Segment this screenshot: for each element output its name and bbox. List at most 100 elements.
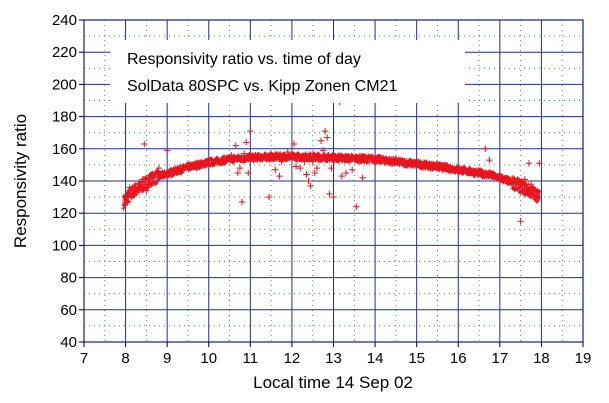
data-point <box>139 176 146 183</box>
x-tick-label: 17 <box>491 350 508 367</box>
y-axis-ticks: 40 60 80 100 120 140 160 180 200 220 240 <box>52 12 84 351</box>
y-tick-label: 180 <box>52 109 77 126</box>
data-point <box>311 169 318 177</box>
data-point <box>359 174 366 181</box>
data-point <box>242 139 250 146</box>
data-point <box>482 145 489 152</box>
x-tick-label: 9 <box>163 350 171 367</box>
data-point <box>236 164 244 172</box>
y-axis-label: Responsivity ratio <box>11 114 30 248</box>
y-tick-label: 100 <box>52 237 77 254</box>
x-tick-label: 13 <box>325 350 342 367</box>
data-point <box>313 164 321 172</box>
data-point <box>292 163 300 170</box>
data-point <box>536 160 543 167</box>
data-point <box>527 181 535 188</box>
data-point <box>307 182 314 190</box>
x-tick-label: 12 <box>284 350 301 367</box>
x-axis-label: Local time 14 Sep 02 <box>253 373 413 392</box>
data-point <box>365 160 371 165</box>
y-tick-label: 220 <box>52 44 77 61</box>
x-tick-label: 7 <box>80 350 88 367</box>
data-point <box>134 189 142 196</box>
data-point <box>126 184 133 191</box>
data-point <box>517 218 524 225</box>
data-point <box>155 164 163 172</box>
data-point <box>521 176 528 183</box>
data-point <box>519 187 526 194</box>
data-point <box>290 140 298 148</box>
data-point <box>536 197 541 203</box>
x-tick-label: 15 <box>408 350 425 367</box>
x-tick-label: 14 <box>367 350 384 367</box>
data-point <box>153 179 159 185</box>
data-point <box>486 156 493 164</box>
data-point <box>537 195 542 200</box>
data-point <box>338 172 346 180</box>
data-point <box>297 164 304 172</box>
data-point <box>334 155 341 162</box>
data-point <box>305 177 312 185</box>
data-point <box>284 148 291 156</box>
data-point <box>188 167 193 172</box>
x-tick-label: 16 <box>450 350 467 367</box>
data-point <box>124 198 131 206</box>
data-point <box>467 165 473 171</box>
data-point <box>328 164 335 172</box>
data-point <box>342 169 350 177</box>
y-tick-label: 120 <box>52 205 77 222</box>
data-point <box>154 180 159 186</box>
data-point <box>317 137 325 144</box>
data-point <box>145 181 152 188</box>
data-point <box>265 193 273 201</box>
data-point <box>534 190 541 198</box>
data-point <box>142 180 148 185</box>
data-point <box>240 150 248 157</box>
x-tick-label: 19 <box>575 350 592 367</box>
y-tick-label: 40 <box>60 334 77 351</box>
data-point <box>529 185 537 193</box>
data-point <box>353 203 360 210</box>
data-point <box>247 127 254 135</box>
data-point <box>324 134 331 141</box>
data-point <box>163 147 171 154</box>
data-point <box>234 169 242 177</box>
data-point <box>230 156 237 164</box>
y-tick-label: 200 <box>52 76 77 93</box>
data-point <box>209 156 214 161</box>
data-point <box>272 166 279 173</box>
data-point <box>228 152 235 159</box>
data-point <box>315 156 323 164</box>
data-point <box>321 127 329 135</box>
y-tick-label: 160 <box>52 141 77 158</box>
data-point <box>330 193 337 201</box>
data-point <box>299 153 306 161</box>
x-tick-label: 8 <box>121 350 129 367</box>
x-axis-ticks: 7 8 9 10 11 12 13 14 15 16 17 18 19 <box>80 342 592 367</box>
y-tick-label: 140 <box>52 173 77 190</box>
data-point <box>515 186 520 192</box>
y-tick-label: 80 <box>60 270 77 287</box>
data-point <box>245 169 252 177</box>
data-point <box>121 201 128 209</box>
data-point <box>141 140 148 148</box>
data-point <box>276 172 283 180</box>
data-point <box>238 198 246 206</box>
x-tick-label: 18 <box>533 350 550 367</box>
data-point <box>309 158 316 165</box>
chart-subtitle: SolData 80SPC vs. Kipp Zonen CM21 <box>127 78 397 95</box>
data-point <box>525 160 533 167</box>
title-box <box>110 40 465 103</box>
data-point <box>147 174 154 181</box>
data-point <box>326 190 333 198</box>
data-point <box>319 147 327 154</box>
chart-title: Responsivity ratio vs. time of day <box>127 51 361 68</box>
data-point <box>128 192 136 199</box>
y-tick-label: 60 <box>60 302 77 319</box>
data-points <box>121 98 543 225</box>
y-tick-label: 240 <box>52 12 77 29</box>
x-tick-label: 10 <box>200 350 217 367</box>
data-point <box>349 166 356 173</box>
data-point <box>303 171 310 178</box>
